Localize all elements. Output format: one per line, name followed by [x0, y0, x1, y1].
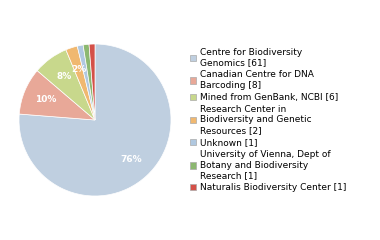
Wedge shape: [19, 71, 95, 120]
Text: 2%: 2%: [71, 65, 86, 74]
Legend: Centre for Biodiversity
Genomics [61], Canadian Centre for DNA
Barcoding [8], Mi: Centre for Biodiversity Genomics [61], C…: [190, 48, 346, 192]
Wedge shape: [77, 45, 95, 120]
Text: 76%: 76%: [120, 155, 142, 164]
Text: 8%: 8%: [56, 72, 71, 81]
Wedge shape: [66, 46, 95, 120]
Wedge shape: [37, 50, 95, 120]
Text: 10%: 10%: [35, 95, 57, 104]
Wedge shape: [83, 44, 95, 120]
Wedge shape: [19, 44, 171, 196]
Wedge shape: [89, 44, 95, 120]
